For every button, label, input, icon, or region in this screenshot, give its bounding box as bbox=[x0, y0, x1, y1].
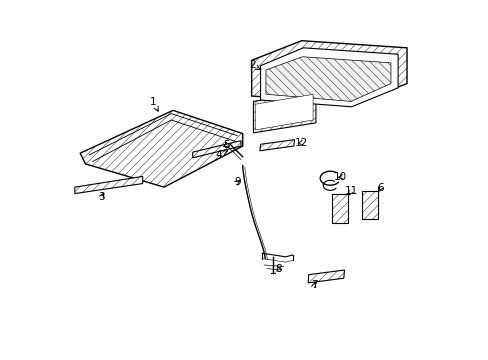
Polygon shape bbox=[75, 176, 142, 194]
Polygon shape bbox=[259, 140, 294, 151]
Polygon shape bbox=[307, 270, 344, 283]
Text: 11: 11 bbox=[344, 186, 357, 197]
Polygon shape bbox=[80, 111, 242, 187]
Polygon shape bbox=[192, 141, 241, 158]
Text: 9: 9 bbox=[234, 177, 241, 187]
Polygon shape bbox=[251, 41, 406, 103]
Text: 6: 6 bbox=[376, 183, 383, 193]
Polygon shape bbox=[331, 194, 347, 223]
Polygon shape bbox=[253, 91, 315, 133]
Polygon shape bbox=[265, 57, 390, 102]
Text: 10: 10 bbox=[333, 172, 346, 182]
Text: 2: 2 bbox=[248, 60, 260, 70]
Polygon shape bbox=[362, 191, 378, 219]
Text: 12: 12 bbox=[294, 138, 307, 148]
Text: 1: 1 bbox=[150, 97, 158, 111]
Text: 4: 4 bbox=[215, 150, 227, 160]
Text: 3: 3 bbox=[98, 192, 105, 202]
Polygon shape bbox=[255, 94, 312, 130]
Text: 5: 5 bbox=[223, 140, 229, 150]
Text: 8: 8 bbox=[275, 264, 281, 274]
Polygon shape bbox=[260, 48, 397, 107]
Text: 7: 7 bbox=[310, 280, 317, 291]
